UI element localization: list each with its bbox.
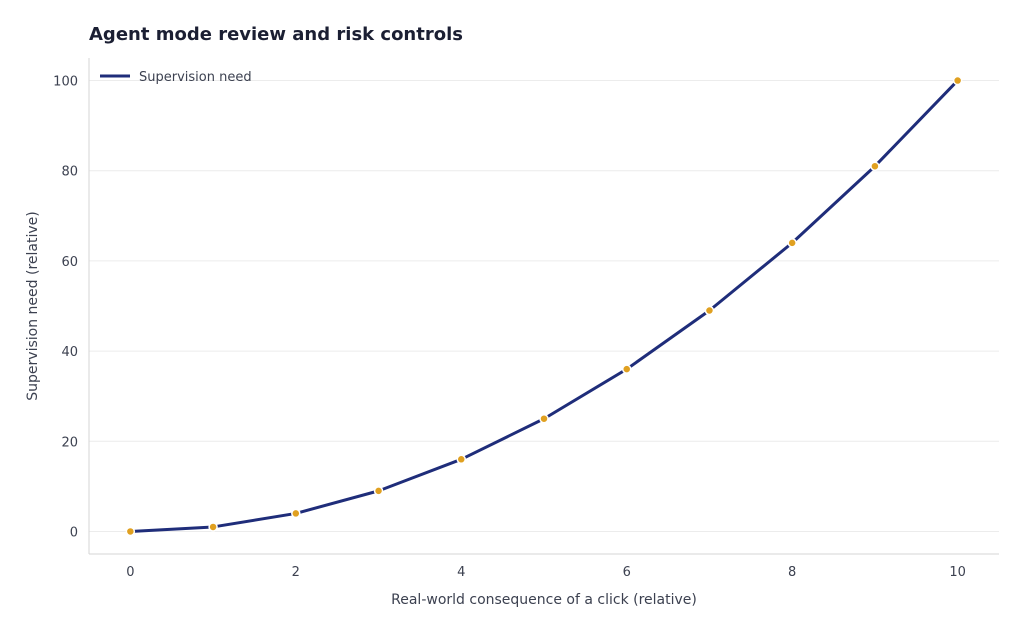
x-tick-label: 2 bbox=[292, 565, 300, 580]
chart-title: Agent mode review and risk controls bbox=[89, 24, 463, 45]
data-point bbox=[125, 526, 136, 537]
data-point bbox=[870, 161, 880, 171]
series-line bbox=[128, 79, 960, 533]
data-point bbox=[539, 413, 549, 424]
y-tick-label: 40 bbox=[61, 345, 78, 360]
data-point bbox=[291, 508, 301, 519]
data-point bbox=[952, 75, 963, 86]
x-tick-label: 6 bbox=[623, 565, 631, 580]
y-axis-label: Supervision need (relative) bbox=[25, 211, 41, 400]
x-axis-label: Real-world consequence of a click (relat… bbox=[391, 592, 697, 608]
axes bbox=[88, 58, 999, 555]
tick-labels: 0 20 40 60 80 100 0 2 4 6 8 10 bbox=[53, 75, 966, 580]
legend-label: Supervision need bbox=[139, 70, 252, 85]
x-tick-label: 0 bbox=[126, 565, 134, 580]
y-tick-label: 100 bbox=[53, 75, 78, 90]
y-tick-label: 80 bbox=[61, 165, 78, 180]
y-tick-label: 0 bbox=[70, 525, 78, 540]
series-layer bbox=[125, 75, 963, 537]
y-tick-label: 60 bbox=[61, 255, 78, 270]
data-point bbox=[621, 364, 632, 374]
data-point bbox=[208, 522, 218, 532]
x-tick-label: 4 bbox=[457, 565, 465, 580]
legend: Supervision need bbox=[100, 70, 252, 85]
y-tick-label: 20 bbox=[61, 435, 78, 450]
data-point bbox=[373, 486, 384, 496]
data-point bbox=[787, 238, 797, 248]
x-tick-label: 8 bbox=[788, 565, 796, 580]
data-point bbox=[456, 454, 467, 465]
x-tick-label: 10 bbox=[949, 565, 966, 580]
data-point bbox=[704, 305, 715, 316]
grid-lines bbox=[89, 80, 999, 532]
